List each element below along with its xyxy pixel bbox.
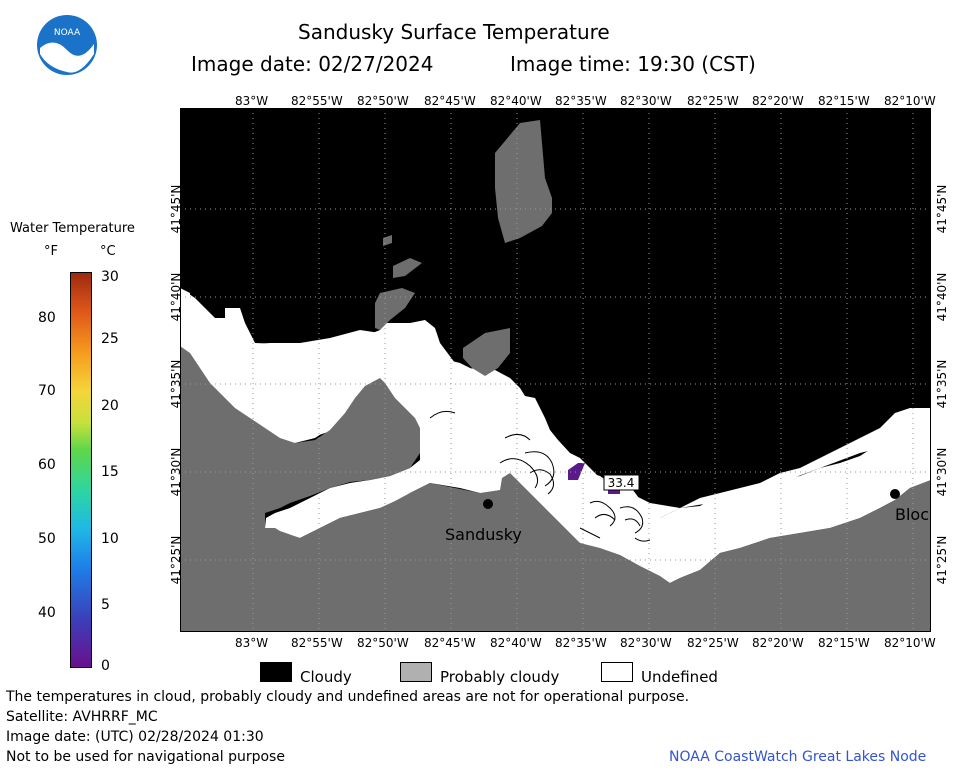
probably-cloudy-area: [463, 328, 510, 376]
probably-cloudy-area: [180, 346, 931, 632]
lat-label-right: 41°25'N: [935, 535, 949, 585]
probably-cloudy-area: [495, 120, 552, 243]
colorbar-c-tick: 0: [101, 658, 110, 674]
lon-label-top: 82°50'W: [357, 94, 409, 108]
legend-probably-cloudy-swatch: [400, 662, 432, 682]
lon-label-bottom: 82°40'W: [490, 636, 542, 650]
lon-label-bottom: 83°W: [235, 636, 269, 650]
footer-satellite: Satellite: AVHRRF_MC: [6, 709, 158, 725]
legend-probably-cloudy-label: Probably cloudy: [440, 668, 560, 686]
lat-label-right: 41°35'N: [935, 359, 949, 409]
lon-label-top: 82°55'W: [291, 94, 343, 108]
lon-label-bottom: 82°25'W: [687, 636, 739, 650]
lon-label-bottom: 82°15'W: [818, 636, 870, 650]
colorbar-title: Water Temperature: [10, 221, 135, 236]
colorbar-f-tick: 40: [38, 605, 56, 621]
lon-label-bottom: 82°35'W: [555, 636, 607, 650]
lon-label-bottom: 82°55'W: [291, 636, 343, 650]
map-svg: 33.4 Sandusky Bloc: [180, 108, 931, 632]
lon-label-bottom: 82°10'W: [884, 636, 936, 650]
noaa-logo: NOAA: [36, 14, 98, 76]
footer-credit: NOAA CoastWatch Great Lakes Node: [669, 749, 927, 765]
footer-nav-warning: Not to be used for navigational purpose: [6, 749, 285, 765]
sandusky-marker: [483, 499, 493, 509]
footer-disclaimer: The temperatures in cloud, probably clou…: [6, 689, 690, 705]
lat-label-right: 41°30'N: [935, 447, 949, 497]
colorbar-f-tick: 70: [38, 383, 56, 399]
legend-cloudy-swatch: [260, 662, 292, 682]
legend-undefined-label: Undefined: [641, 668, 718, 686]
colorbar-f-tick: 80: [38, 310, 56, 326]
colorbar-f-tick: 60: [38, 457, 56, 473]
bloc-label: Bloc: [895, 505, 929, 524]
colorbar-c-tick: 25: [101, 331, 119, 347]
temp-label-box: [603, 474, 640, 491]
colorbar-unit-c: °C: [100, 244, 116, 259]
lon-label-bottom: 82°30'W: [620, 636, 672, 650]
lon-label-top: 82°20'W: [752, 94, 804, 108]
lat-label-right: 41°45'N: [935, 184, 949, 234]
map-panel: 33.4 Sandusky Bloc: [180, 108, 931, 632]
lon-label-top: 82°10'W: [884, 94, 936, 108]
temp-label: 33.4: [608, 476, 635, 490]
colorbar-f-tick: 50: [38, 531, 56, 547]
colorbar-unit-f: °F: [44, 244, 58, 259]
footer-utc-date: Image date: (UTC) 02/28/2024 01:30: [6, 729, 264, 745]
sandusky-label: Sandusky: [445, 525, 522, 544]
page-title: Sandusky Surface Temperature: [298, 20, 610, 44]
lon-label-top: 82°45'W: [424, 94, 476, 108]
lon-label-top: 82°30'W: [620, 94, 672, 108]
svg-text:NOAA: NOAA: [54, 28, 81, 38]
lat-label-right: 41°40'N: [935, 272, 949, 322]
undefined-area: [180, 288, 931, 583]
image-date: Image date: 02/27/2024: [191, 52, 434, 76]
contour-lines: [429, 410, 651, 542]
bloc-marker: [890, 489, 900, 499]
cold-water-patch: [568, 463, 585, 480]
colorbar-c-tick: 20: [101, 398, 119, 414]
legend-cloudy-label: Cloudy: [300, 668, 352, 686]
graticule: [180, 108, 931, 632]
image-time: Image time: 19:30 (CST): [510, 52, 756, 76]
lon-label-top: 82°25'W: [687, 94, 739, 108]
lon-label-bottom: 82°20'W: [752, 636, 804, 650]
map-frame: [180, 108, 931, 632]
lon-label-top: 82°40'W: [490, 94, 542, 108]
colorbar: [70, 272, 92, 668]
lon-label-bottom: 82°50'W: [357, 636, 409, 650]
lon-label-top: 83°W: [235, 94, 269, 108]
lon-label-bottom: 82°45'W: [424, 636, 476, 650]
legend-undefined-swatch: [601, 662, 633, 682]
probably-cloudy-area: [393, 258, 422, 278]
colorbar-c-tick: 15: [101, 464, 119, 480]
colorbar-c-tick: 30: [101, 269, 119, 285]
lon-label-top: 82°35'W: [555, 94, 607, 108]
colorbar-c-tick: 5: [101, 597, 110, 613]
lon-label-top: 82°15'W: [818, 94, 870, 108]
colorbar-c-tick: 10: [101, 531, 119, 547]
